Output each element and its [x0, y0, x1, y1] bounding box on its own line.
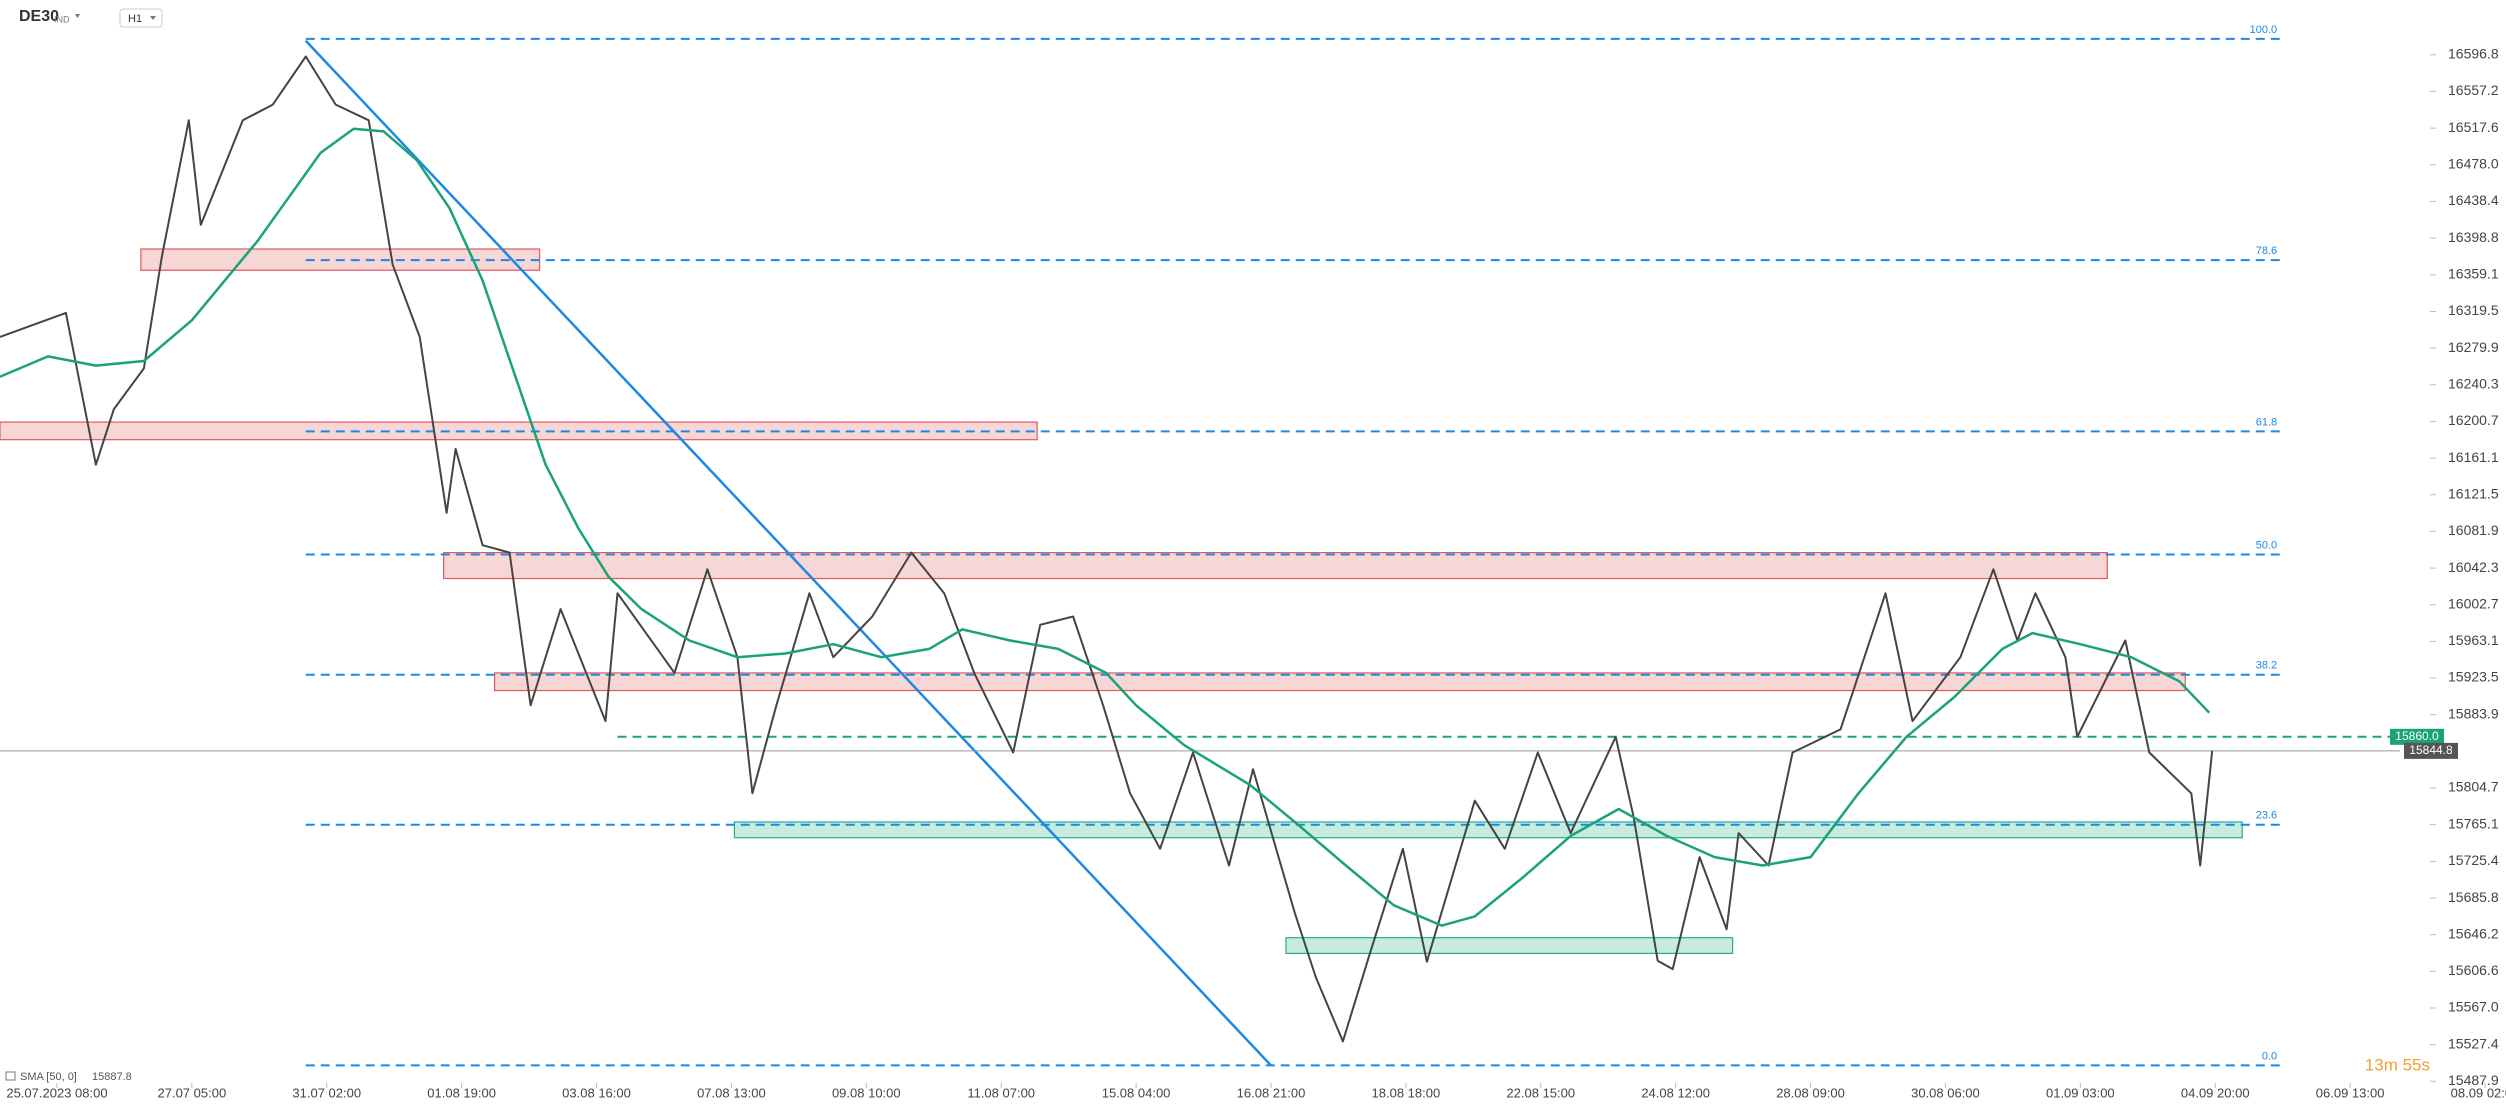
y-tick-label: 16121.5 [2448, 485, 2499, 501]
indicator-icon[interactable] [5, 1071, 16, 1081]
y-tick-label: 15567.0 [2448, 999, 2499, 1015]
x-tick-label: 09.08 10:00 [832, 1085, 901, 1100]
y-tick-label: 15765.1 [2448, 815, 2499, 831]
x-tick-label: 04.09 20:00 [2181, 1085, 2250, 1100]
x-tick-label: 30.08 06:00 [1911, 1085, 1980, 1100]
y-tick-label: 15963.1 [2448, 632, 2499, 648]
y-tick-label: 16279.9 [2448, 339, 2499, 355]
fib-label: 50.0 [2256, 539, 2277, 551]
fib-label: 100.0 [2250, 24, 2278, 36]
x-tick-label: 15.08 04:00 [1102, 1085, 1171, 1100]
y-tick-label: 15804.7 [2448, 779, 2499, 795]
x-tick-label: 28.08 09:00 [1776, 1085, 1845, 1100]
series-line [0, 55, 2214, 1043]
x-tick-label: 01.08 19:00 [427, 1085, 496, 1100]
fib-label: 78.6 [2256, 245, 2277, 257]
current-price-box [2404, 742, 2458, 759]
y-tick-label: 15725.4 [2448, 852, 2499, 868]
y-tick-label: 15527.4 [2448, 1035, 2499, 1051]
timeframe-dropdown[interactable] [150, 16, 156, 20]
level-box [2390, 728, 2444, 745]
fib-label: 0.0 [2262, 1050, 2277, 1062]
y-tick-label: 16596.8 [2448, 46, 2499, 62]
x-tick-label: 01.09 03:00 [2046, 1085, 2115, 1100]
trendline [304, 39, 1272, 1067]
y-tick-label: 16517.6 [2448, 119, 2499, 135]
series-line [0, 127, 2211, 927]
x-tick-label: 08.09 02:00 [2451, 1085, 2506, 1100]
x-tick-label: 18.08 18:00 [1372, 1085, 1441, 1100]
x-tick-label: 07.08 13:00 [697, 1085, 766, 1100]
y-tick-label: 15883.9 [2448, 705, 2499, 721]
x-tick-label: 16.08 21:00 [1237, 1085, 1306, 1100]
y-tick-label: 16240.3 [2448, 375, 2499, 391]
x-tick-label: 03.08 16:00 [562, 1085, 631, 1100]
zone [443, 552, 2108, 580]
timeframe-box[interactable] [119, 8, 163, 28]
y-tick-label: 16478.0 [2448, 155, 2499, 171]
y-tick-label: 16042.3 [2448, 559, 2499, 575]
fib-label: 38.2 [2256, 660, 2277, 672]
x-tick-label: 24.08 12:00 [1641, 1085, 1710, 1100]
y-tick-label: 16359.1 [2448, 266, 2499, 282]
x-tick-label: 11.08 07:00 [967, 1085, 1035, 1100]
y-tick-label: 15487.9 [2448, 1072, 2499, 1088]
y-tick-label: 15685.8 [2448, 889, 2499, 905]
indicator-name: SMA [50, 0] [20, 1071, 77, 1083]
y-tick-label: 16200.7 [2448, 412, 2499, 428]
y-tick-label: 16002.7 [2448, 595, 2499, 611]
y-tick-label: 15923.5 [2448, 669, 2499, 685]
level-label: 15860.0 [2395, 729, 2439, 743]
y-tick-label: 15646.2 [2448, 925, 2499, 941]
market: IND [54, 14, 70, 24]
x-tick-label: 22.08 15:00 [1506, 1085, 1575, 1100]
fib-label: 23.6 [2256, 810, 2277, 822]
y-tick-label: 15606.6 [2448, 962, 2499, 978]
x-tick-label: 06.09 13:00 [2316, 1085, 2385, 1100]
current-price-label: 15844.8 [2409, 743, 2453, 757]
y-tick-label: 16081.9 [2448, 522, 2499, 538]
y-tick-label: 16438.4 [2448, 192, 2499, 208]
indicator-value: 15887.8 [92, 1071, 132, 1083]
y-tick-label: 16557.2 [2448, 82, 2499, 98]
symbol[interactable]: DE30 [19, 8, 59, 25]
fib-label: 61.8 [2256, 416, 2277, 428]
zone [1285, 937, 1734, 955]
countdown: 13m 55s [2365, 1055, 2430, 1074]
zone [494, 672, 2186, 692]
timeframe[interactable]: H1 [128, 13, 142, 25]
x-tick-label: 25.07.2023 08:00 [6, 1085, 107, 1100]
y-tick-label: 16398.8 [2448, 229, 2499, 245]
y-tick-label: 16161.1 [2448, 449, 2499, 465]
x-tick-label: 27.07 05:00 [158, 1085, 227, 1100]
symbol-dropdown[interactable] [75, 14, 80, 18]
y-tick-label: 16319.5 [2448, 302, 2499, 318]
x-tick-label: 31.07 02:00 [292, 1085, 361, 1100]
